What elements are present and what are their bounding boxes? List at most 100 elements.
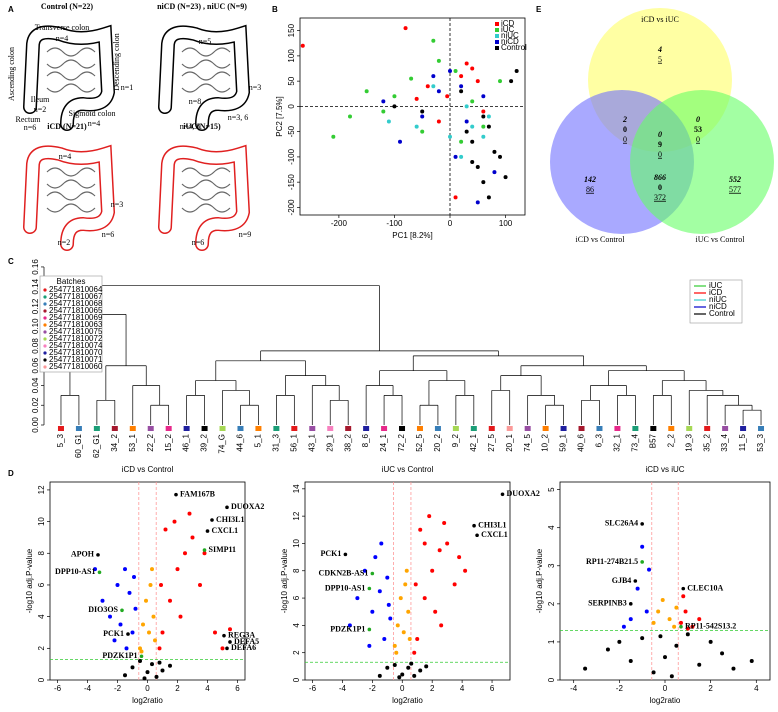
gene-label: CDKN2B-AS1 (319, 568, 369, 577)
batch-swatch (686, 426, 693, 431)
diagram-label: n=4, 8 (180, 122, 201, 131)
y-tick-label: 2 (37, 646, 46, 651)
point (154, 674, 159, 679)
y-tick-label: 3 (547, 563, 556, 568)
batch-legend-label: 254771810072 (49, 334, 103, 343)
point (470, 124, 475, 129)
point (138, 646, 142, 651)
point (436, 119, 441, 124)
point (436, 89, 441, 94)
x-tick-label: -2 (616, 684, 624, 693)
point (464, 119, 469, 124)
x-tick-label: -200 (331, 219, 348, 228)
point (385, 575, 390, 580)
batch-swatch (452, 426, 459, 431)
y-tick-label: 1 (547, 639, 556, 644)
point (413, 582, 418, 587)
point (213, 630, 217, 635)
point (690, 624, 695, 629)
batch-swatch (704, 426, 711, 431)
annotated-point (210, 518, 214, 522)
group-legend-label: niUC (709, 295, 727, 304)
point (605, 647, 610, 652)
legend-label: niUC (501, 31, 519, 40)
venn-count: 0 (696, 135, 700, 144)
diagram-label: Transverse colon (35, 23, 90, 32)
venn-set-label: iUC vs Control (696, 235, 746, 244)
group-legend-box (689, 279, 743, 324)
point (457, 555, 462, 560)
point (412, 673, 417, 678)
point (583, 666, 588, 671)
legend-label: niCD (501, 37, 519, 46)
point (392, 94, 397, 99)
point (498, 79, 502, 84)
point (377, 673, 382, 678)
small-intestine (181, 47, 231, 93)
gene-label: CXCL1 (481, 530, 508, 539)
leaf-label: 19_3 (684, 433, 693, 451)
batch-swatch (650, 426, 657, 431)
point (481, 180, 486, 185)
small-intestine (46, 47, 96, 93)
venn-count: 372 (654, 193, 666, 202)
leaf-label: 29_1 (325, 433, 334, 451)
batch-swatch (327, 426, 334, 431)
gene-label: CXCL1 (212, 526, 239, 535)
venn-count: 0 (623, 135, 627, 144)
annotated-point (343, 552, 348, 557)
point (392, 662, 397, 667)
annotated-point (139, 654, 144, 659)
point (183, 551, 187, 556)
point (130, 665, 135, 670)
x-tick-label: 0 (400, 684, 405, 693)
point (198, 582, 202, 587)
batch-swatch (75, 426, 82, 431)
point (123, 567, 127, 572)
batch-swatch (488, 426, 495, 431)
legend-swatch (495, 40, 499, 44)
point (453, 69, 458, 74)
group-legend-label: iCD (709, 288, 723, 297)
batch-swatch (381, 426, 388, 431)
plot-title: iCD vs iUC (645, 465, 684, 474)
batch-swatch (542, 426, 549, 431)
point (651, 620, 656, 625)
leaf-label: 74_G (218, 434, 227, 454)
diagram-label: n=9 (239, 230, 252, 239)
diagram-label: n=3 (249, 83, 262, 92)
plot-title: iUC vs Control (382, 465, 434, 474)
leaf-label: 53_3 (756, 433, 765, 451)
y-tick-label: 4 (292, 623, 301, 628)
point (470, 66, 475, 71)
batch-swatch (219, 426, 226, 431)
point (373, 555, 378, 560)
point (407, 637, 412, 642)
panel-label: D (8, 469, 14, 478)
point (401, 630, 406, 635)
annotated-point (126, 632, 130, 636)
y-tick-label: -150 (287, 174, 296, 191)
point (425, 84, 430, 89)
point (144, 598, 148, 603)
point (362, 568, 367, 573)
point (475, 165, 480, 170)
plot-title: iCD vs Control (122, 465, 174, 474)
annotated-point (174, 492, 178, 497)
legend-swatch (495, 22, 499, 26)
annotated-point (225, 505, 229, 510)
x-tick-label: -2 (114, 684, 122, 693)
point (159, 582, 163, 587)
point (481, 124, 486, 129)
point (463, 568, 468, 573)
venn-set-label: iCD vs iUC (641, 15, 679, 24)
point (481, 114, 486, 119)
y-tick-label: 10 (37, 517, 46, 526)
y-tick-label: 0 (547, 677, 556, 682)
y-tick-label: 0.02 (31, 397, 40, 413)
y-tick-label: 0 (287, 104, 296, 109)
point (124, 646, 129, 651)
point (685, 632, 690, 637)
point (453, 195, 458, 200)
gene-label: DIO3OS (88, 605, 118, 614)
